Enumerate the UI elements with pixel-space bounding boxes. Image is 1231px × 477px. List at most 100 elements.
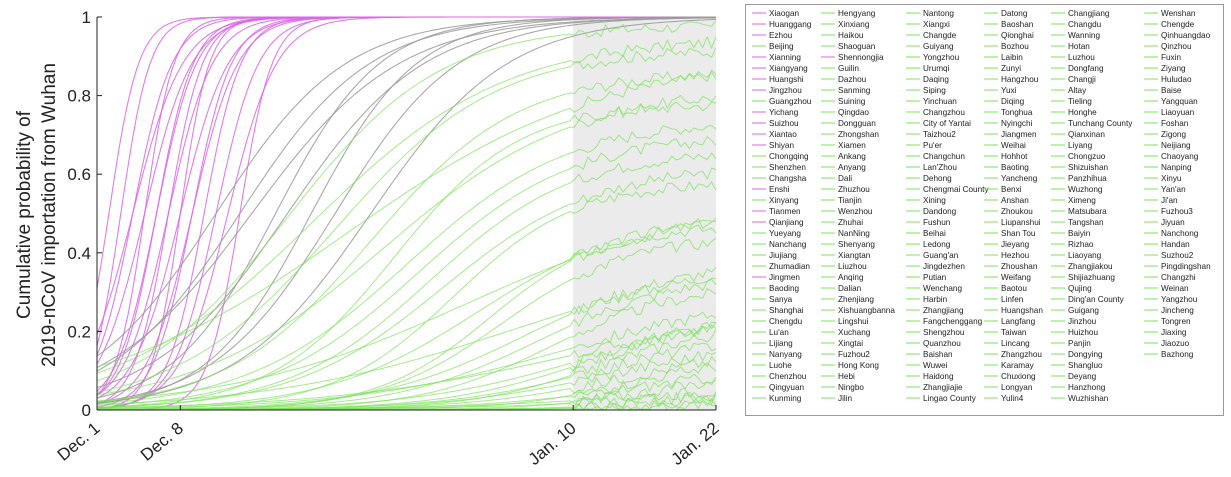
legend-entry: Zhangjiakou xyxy=(1068,262,1113,271)
legend-entry: Guigang xyxy=(1068,306,1099,315)
legend-entry: Langfang xyxy=(1001,317,1036,326)
legend-entry: Zhuzhou xyxy=(838,185,870,194)
series-line-29 xyxy=(96,47,717,393)
legend-entry: Dongfang xyxy=(1068,64,1104,73)
series-line-44 xyxy=(97,266,717,410)
legend-entry: Qianjiang xyxy=(769,218,804,227)
legend-entry: Qinhuangdao xyxy=(1161,31,1211,40)
series-line-18 xyxy=(97,16,716,411)
legend-entry: Zigong xyxy=(1161,130,1186,139)
legend-entry: Lu'an xyxy=(769,328,789,337)
legend-entry: Baoding xyxy=(769,284,799,293)
legend-entry: Taiwan xyxy=(1001,328,1027,337)
series-line-24 xyxy=(96,16,716,405)
legend-entry: Rizhao xyxy=(1068,240,1094,249)
legend-entry: Yan'an xyxy=(1161,185,1186,194)
legend-entry: Guiyang xyxy=(923,42,954,51)
series-line-30 xyxy=(96,69,717,368)
legend-entry: Xiangxi xyxy=(923,20,950,29)
legend-entry: Ximeng xyxy=(1068,196,1096,205)
legend-entry: Jiaxing xyxy=(1161,328,1187,337)
legend-entry: Qingdao xyxy=(838,108,869,117)
y-axis-label-line1: Cumulative probability of xyxy=(14,110,35,319)
legend-entry: Xinyang xyxy=(769,196,799,205)
legend-entry: Fangchenggang xyxy=(923,317,983,326)
legend-entry: Wenchang xyxy=(923,284,962,293)
legend-entry: Luzhou xyxy=(1068,53,1095,62)
legend-entry: Wuwei xyxy=(923,361,948,370)
legend-entry: Kunming xyxy=(769,394,802,403)
legend-entry: Lincang xyxy=(1001,339,1030,348)
legend-entry: Xinyu xyxy=(1161,174,1182,183)
legend-entry: Hezhou xyxy=(1001,251,1030,260)
legend-entry: Ezhou xyxy=(769,31,793,40)
y-ticks: 0 0.2 0.4 0.6 0.8 1 xyxy=(67,8,102,420)
legend-entry: Yueyang xyxy=(769,229,801,238)
legend-entry: Changdu xyxy=(1068,20,1102,29)
legend-entry: Tonghua xyxy=(1001,108,1033,117)
legend-entry: Changzhi xyxy=(1161,273,1196,282)
shaded-period xyxy=(573,17,716,410)
legend-entry: Huangshi xyxy=(769,75,804,84)
legend-entry: Xinxiang xyxy=(838,20,870,29)
legend-entry: Handan xyxy=(1161,240,1190,249)
legend-entry: Liaoyuan xyxy=(1161,108,1195,117)
legend-entry: Qingyuan xyxy=(769,383,804,392)
legend-entry: Zhangzhou xyxy=(1001,350,1042,359)
legend-entry: City of Yantai xyxy=(923,119,971,128)
legend-entry: Shiyan xyxy=(769,141,794,150)
legend-entry: Zhenjiang xyxy=(838,295,874,304)
legend-entry: Jiyuan xyxy=(1161,218,1185,227)
legend-entry: Jieyang xyxy=(1001,240,1030,249)
legend-entry: Lan'Zhou xyxy=(923,163,957,172)
legend-entry: Changchun xyxy=(923,152,965,161)
legend-entry: Anshan xyxy=(1001,196,1029,205)
legend-entry: Zunyi xyxy=(1001,64,1021,73)
y-tick-label: 1 xyxy=(82,8,91,27)
legend-entry: Zhangjiajie xyxy=(923,383,963,392)
x-tick-label: Jan. 22 xyxy=(668,419,723,469)
legend-entry: Benxi xyxy=(1001,185,1022,194)
legend-entry: Harbin xyxy=(923,295,948,304)
legend-entry: Yinchuan xyxy=(923,97,957,106)
series-line-27 xyxy=(96,20,717,382)
legend-entry: Chenzhou xyxy=(769,372,807,381)
series-line-39 xyxy=(96,217,717,402)
legend-entry: Weihai xyxy=(1001,141,1026,150)
legend-entry: Shanghai xyxy=(769,306,804,315)
y-axis-label-line2: 2019-nCoV importation from Wuhan xyxy=(39,63,60,367)
legend-entry: Datong xyxy=(1001,9,1028,18)
legend-entry: Hangzhou xyxy=(1001,75,1039,84)
legend-entry: Jilin xyxy=(838,394,853,403)
legend-entry: Huludao xyxy=(1161,75,1192,84)
legend-entry: Panjin xyxy=(1068,339,1091,348)
series-line-28 xyxy=(96,35,717,374)
legend-entry: Shenzhen xyxy=(769,163,806,172)
legend-entry: Tieling xyxy=(1068,97,1092,106)
legend-entry: Enshi xyxy=(769,185,790,194)
legend-entry: Fuzhou2 xyxy=(838,350,870,359)
legend-entry: Guilin xyxy=(838,64,859,73)
legend-entry: Tongren xyxy=(1161,317,1191,326)
legend-entry: Hohhot xyxy=(1001,152,1028,161)
legend-entry: Qionghai xyxy=(1001,31,1034,40)
legend-entry: Jiangmen xyxy=(1001,130,1037,139)
legend-entry: Pingdingshan xyxy=(1161,262,1211,271)
legend-entry: Xiangtan xyxy=(838,251,871,260)
legend-entry: Baotou xyxy=(1001,284,1027,293)
legend-entry: Taizhou2 xyxy=(923,130,956,139)
legend-entry: Shan Tou xyxy=(1001,229,1036,238)
legend-entry: Suzhou2 xyxy=(1161,251,1194,260)
legend-entry: Suizhou xyxy=(769,119,799,128)
legend-entry: Ding'an County xyxy=(1068,295,1125,304)
legend-entry: Qianxinan xyxy=(1068,130,1105,139)
legend-entry: Quanzhou xyxy=(923,339,961,348)
legend-entry: Baoshan xyxy=(1001,20,1034,29)
series-line-33 xyxy=(96,101,717,408)
legend-entry: Sanming xyxy=(838,86,871,95)
legend-entry: Dehong xyxy=(923,174,952,183)
legend-entry: NanNing xyxy=(838,229,870,238)
legend-entry: Dazhou xyxy=(838,75,867,84)
legend-entry: Dongying xyxy=(1068,350,1103,359)
legend-entry: Beihai xyxy=(923,229,946,238)
